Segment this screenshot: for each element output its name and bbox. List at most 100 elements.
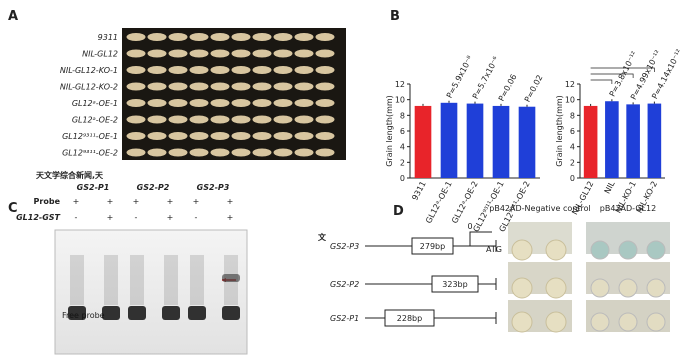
p-value: P=5.7x10⁻⁶ xyxy=(471,55,501,100)
grain xyxy=(210,115,230,124)
x-tick-label: GL12ᵃ-OE-1 xyxy=(424,180,454,225)
grain xyxy=(273,49,293,58)
bar xyxy=(626,104,640,178)
atg: ATG xyxy=(486,245,502,254)
sign: - xyxy=(135,213,138,222)
sign: - xyxy=(75,213,78,222)
colony xyxy=(618,312,638,332)
bar xyxy=(605,101,619,178)
grain xyxy=(126,33,146,41)
grain xyxy=(315,66,335,74)
x-tick-label: 9311 xyxy=(410,180,428,202)
fragment-box xyxy=(411,237,454,255)
grain xyxy=(252,132,272,140)
row-label: GL12⁹³¹¹-OE-1 xyxy=(62,132,118,141)
grain xyxy=(189,49,209,58)
y-tick-label: 2 xyxy=(400,158,405,167)
free-probe-band xyxy=(128,306,146,320)
colony xyxy=(646,240,666,260)
sign: + xyxy=(107,197,114,206)
smear xyxy=(190,255,204,305)
free-probe-band xyxy=(102,306,120,320)
grain xyxy=(273,132,293,140)
grain xyxy=(294,33,314,41)
grain xyxy=(294,132,314,140)
grain xyxy=(210,33,230,41)
grain xyxy=(315,132,335,140)
grain xyxy=(315,49,335,58)
grain xyxy=(294,66,314,74)
colony xyxy=(590,278,610,298)
grain xyxy=(252,148,272,157)
grain xyxy=(231,66,251,74)
smear xyxy=(70,255,84,305)
grain xyxy=(126,82,146,91)
colony xyxy=(511,311,533,333)
grain xyxy=(273,148,293,157)
grain xyxy=(189,99,209,107)
grain xyxy=(189,132,209,140)
gel xyxy=(54,229,248,355)
grain xyxy=(273,66,293,74)
panel-label: D xyxy=(393,204,404,219)
grain xyxy=(315,99,335,107)
grain xyxy=(189,115,209,124)
grain xyxy=(294,115,314,124)
y-tick-label: 12 xyxy=(565,80,575,89)
sign: + xyxy=(167,213,174,222)
grain-photo xyxy=(122,28,346,160)
grain xyxy=(210,82,230,91)
sign: + xyxy=(73,197,80,206)
colony xyxy=(511,277,533,299)
grain xyxy=(126,148,146,157)
column-title: pB42AD-Negative control xyxy=(489,204,590,213)
bracket xyxy=(590,67,655,72)
grain xyxy=(315,33,335,41)
bar xyxy=(466,103,484,178)
row-label: GL12-GST xyxy=(16,213,60,222)
grain xyxy=(294,99,314,107)
promoter-name: GS2-P3 xyxy=(330,242,359,251)
grain xyxy=(273,99,293,107)
colony xyxy=(545,277,567,299)
bar xyxy=(518,106,536,178)
grain xyxy=(147,99,167,107)
grain xyxy=(273,82,293,91)
row-label: GL12ᵃ-OE-1 xyxy=(72,99,118,108)
free-probe-band xyxy=(222,306,240,320)
grain xyxy=(147,148,167,157)
grain xyxy=(231,115,251,124)
row-label: NIL-GL12 xyxy=(82,50,118,59)
y-tick-label: 10 xyxy=(565,96,575,105)
grain xyxy=(189,33,209,41)
bracket xyxy=(590,73,634,78)
panel-label: A xyxy=(8,9,18,24)
sign: + xyxy=(227,213,234,222)
group-label: GS2-P2 xyxy=(137,183,170,192)
group-label: GS2-P1 xyxy=(77,183,110,192)
y-tick-label: 12 xyxy=(395,80,405,89)
panel-label: C xyxy=(8,201,18,216)
colony xyxy=(590,312,610,332)
grain xyxy=(210,49,230,58)
y-tick-label: 0 xyxy=(570,174,575,183)
grain xyxy=(168,132,188,140)
fragment-box xyxy=(384,309,435,327)
sign: - xyxy=(195,213,198,222)
group-label: GS2-P3 xyxy=(197,183,230,192)
bar xyxy=(647,103,662,178)
grain xyxy=(252,115,272,124)
colony xyxy=(646,312,666,332)
grain xyxy=(252,66,272,74)
grain xyxy=(210,148,230,157)
y-tick-label: 4 xyxy=(570,143,575,152)
sign: + xyxy=(227,197,234,206)
grain xyxy=(210,132,230,140)
grain xyxy=(189,82,209,91)
grain xyxy=(252,49,272,58)
grain xyxy=(168,82,188,91)
watermark: 天文学综合新闻,天 xyxy=(36,170,104,180)
sign: + xyxy=(107,213,114,222)
grain xyxy=(189,148,209,157)
grain xyxy=(147,82,167,91)
